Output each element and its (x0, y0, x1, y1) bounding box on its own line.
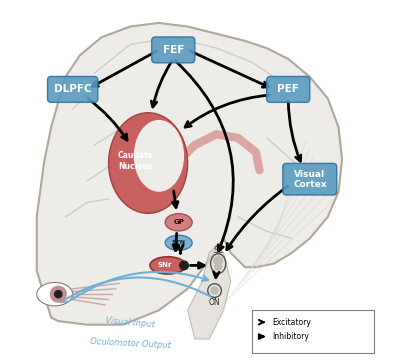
Text: Caudate
Nucleus: Caudate Nucleus (118, 151, 154, 171)
FancyBboxPatch shape (252, 310, 375, 353)
Polygon shape (187, 246, 231, 339)
Ellipse shape (37, 282, 73, 306)
Text: Inhibitory: Inhibitory (272, 332, 309, 341)
Text: PEF: PEF (277, 84, 299, 94)
FancyBboxPatch shape (48, 76, 98, 102)
Text: Visual
Cortex: Visual Cortex (293, 169, 326, 189)
Text: Visual Input: Visual Input (105, 316, 155, 329)
Ellipse shape (109, 113, 187, 213)
Text: GP: GP (173, 219, 184, 225)
Ellipse shape (165, 214, 192, 231)
Ellipse shape (210, 254, 226, 274)
Text: STN: STN (172, 240, 186, 245)
FancyBboxPatch shape (267, 76, 310, 102)
Ellipse shape (150, 257, 186, 274)
Circle shape (180, 261, 188, 270)
Text: DLPFC: DLPFC (54, 84, 91, 94)
Circle shape (214, 256, 223, 265)
Text: SC: SC (213, 246, 223, 254)
Ellipse shape (208, 284, 221, 298)
Text: SNr: SNr (157, 262, 171, 268)
FancyBboxPatch shape (283, 163, 337, 195)
Text: FEF: FEF (162, 45, 184, 55)
Ellipse shape (165, 235, 192, 251)
Ellipse shape (134, 120, 184, 192)
Text: ON: ON (209, 298, 221, 307)
Text: Excitatory: Excitatory (272, 318, 311, 327)
Text: Oculomotor Output: Oculomotor Output (90, 337, 171, 350)
FancyBboxPatch shape (152, 37, 195, 63)
Polygon shape (37, 23, 342, 325)
Circle shape (215, 263, 222, 270)
Circle shape (50, 286, 66, 302)
Circle shape (55, 291, 62, 298)
Circle shape (211, 287, 218, 294)
